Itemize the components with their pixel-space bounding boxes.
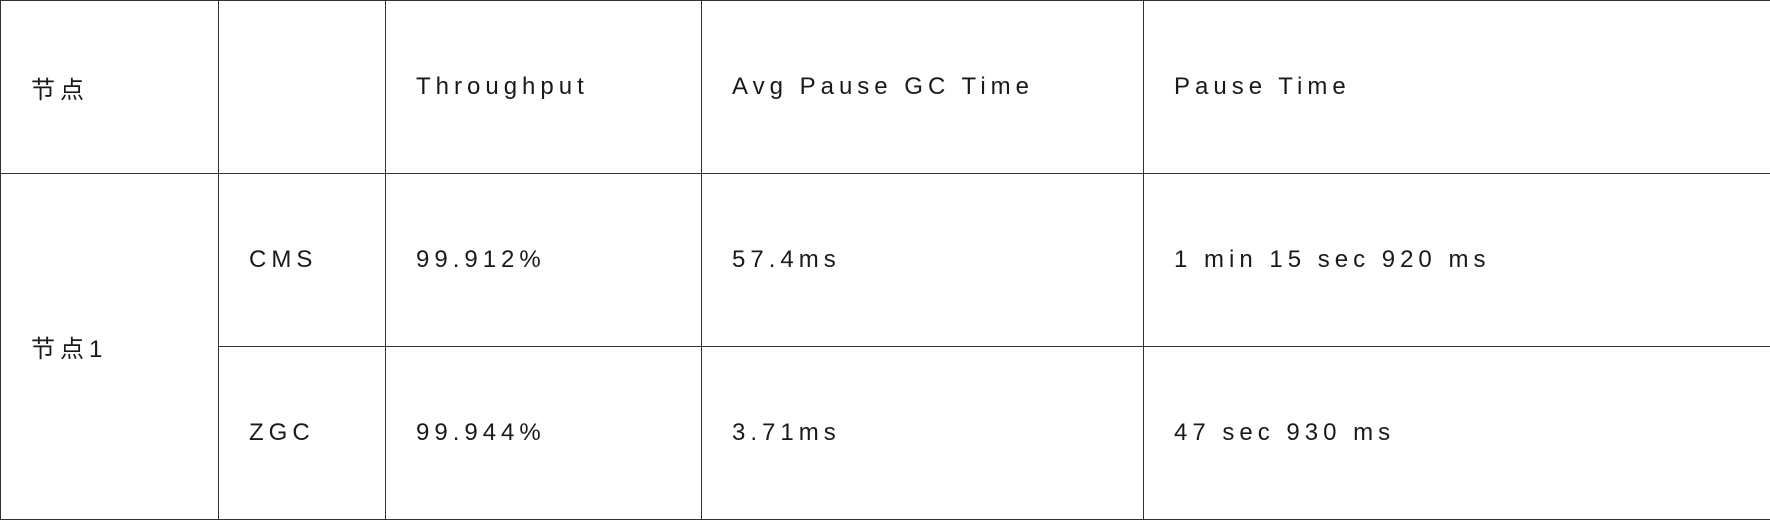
cell-node-label: 节点1 bbox=[1, 174, 219, 520]
cell-throughput: 99.912% bbox=[386, 174, 702, 347]
table-row: 节点1 CMS 99.912% 57.4ms 1 min 15 sec 920 … bbox=[1, 174, 1770, 347]
cell-throughput: 99.944% bbox=[386, 347, 702, 520]
cell-gc-type: CMS bbox=[219, 174, 386, 347]
col-header-pause-time: Pause Time bbox=[1144, 1, 1770, 174]
cell-pause-time: 1 min 15 sec 920 ms bbox=[1144, 174, 1770, 347]
cell-avg-pause: 57.4ms bbox=[702, 174, 1144, 347]
col-header-gc-type bbox=[219, 1, 386, 174]
cell-pause-time: 47 sec 930 ms bbox=[1144, 347, 1770, 520]
col-header-avg-pause: Avg Pause GC Time bbox=[702, 1, 1144, 174]
cell-avg-pause: 3.71ms bbox=[702, 347, 1144, 520]
col-header-node: 节点 bbox=[1, 1, 219, 174]
col-header-throughput: Throughput bbox=[386, 1, 702, 174]
table-row: ZGC 99.944% 3.71ms 47 sec 930 ms bbox=[1, 347, 1770, 520]
gc-comparison-table: 节点 Throughput Avg Pause GC Time Pause Ti… bbox=[0, 0, 1770, 520]
cell-gc-type: ZGC bbox=[219, 347, 386, 520]
table-header-row: 节点 Throughput Avg Pause GC Time Pause Ti… bbox=[1, 1, 1770, 174]
